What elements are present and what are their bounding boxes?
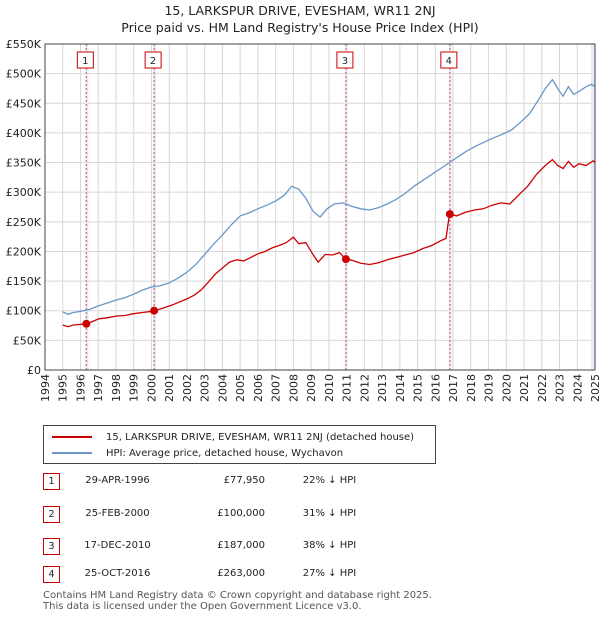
footer-copyright: Contains HM Land Registry data © Crown c…	[43, 590, 432, 601]
x-tick-label: 2005	[234, 374, 247, 402]
x-tick-label: 1997	[92, 374, 105, 402]
x-tick-label: 2010	[323, 374, 336, 402]
sale-price: £77,950	[223, 475, 265, 486]
price-chart: £0 £50K £100K £150K £200K £250K £300K £350K £400…	[6, 38, 600, 402]
plot-area	[45, 44, 595, 370]
chart-subtitle: Price paid vs. HM Land Registry's House …	[121, 20, 479, 35]
x-tick-label: 1996	[74, 374, 87, 402]
x-tick-label: 1994	[39, 374, 52, 402]
x-tick-label: 2015	[412, 374, 425, 402]
sale-band	[85, 44, 89, 370]
legend-blue-swatch	[52, 452, 92, 454]
sale-hpi-diff: 31% ↓ HPI	[302, 508, 357, 519]
x-tick-label: 2000	[145, 374, 158, 402]
sale-band	[448, 44, 452, 370]
sale-label-box	[76, 51, 94, 69]
x-tick-label: 2016	[429, 374, 442, 402]
sale-point	[445, 210, 454, 219]
x-tick-label: 2022	[536, 374, 549, 402]
y-tick-label: £250K	[6, 216, 42, 229]
x-tick-label: 2014	[394, 374, 407, 402]
sale-date: 25-FEB-2000	[85, 508, 150, 519]
y-tick-label: £500K	[6, 68, 42, 81]
sale-band	[344, 44, 348, 370]
sale-hpi-diff: 38% ↓ HPI	[302, 540, 357, 551]
table-row: 3 17-DEC-2010 £187,000 38% ↓ HPI	[0, 538, 600, 558]
x-tick-label: 2021	[518, 374, 531, 402]
sale-band	[153, 44, 157, 370]
sale-label-number: 4	[446, 56, 452, 67]
x-tick-label: 2019	[483, 374, 496, 402]
sale-number-badge: 1	[43, 473, 60, 490]
sale-number-badge: 2	[43, 506, 60, 523]
legend-item-hpi: HPI: Average price, detached house, Wych…	[52, 446, 343, 460]
y-tick-label: £100K	[6, 305, 42, 318]
sale-price: £187,000	[217, 540, 265, 551]
x-tick-label: 2024	[571, 374, 584, 402]
x-tick-label: 2011	[341, 374, 354, 402]
sale-label-number: 2	[150, 56, 156, 67]
sale-hpi-diff: 22% ↓ HPI	[302, 475, 357, 486]
legend-item-property: 15, LARKSPUR DRIVE, EVESHAM, WR11 2NJ (d…	[52, 430, 414, 444]
y-tick-label: £350K	[6, 157, 42, 170]
y-tick-label: £450K	[6, 97, 42, 110]
pre-data-region	[45, 44, 63, 370]
sale-number-badge: 3	[43, 538, 60, 555]
x-tick-label: 2012	[358, 374, 371, 402]
sale-label-number: 3	[342, 56, 348, 67]
sale-date: 17-DEC-2010	[84, 540, 151, 551]
plot-frame	[44, 43, 596, 371]
sale-point	[82, 319, 91, 328]
sale-point	[150, 306, 159, 315]
y-tick-label: £150K	[6, 275, 42, 288]
y-tick-label: £300K	[6, 186, 42, 199]
x-tick-label: 2025	[589, 374, 600, 402]
sale-label-box	[144, 51, 162, 69]
y-tick-label: £200K	[6, 245, 42, 258]
sale-price: £100,000	[217, 508, 265, 519]
y-tick-label: £550K	[6, 38, 42, 51]
y-tick-label: £50K	[13, 334, 42, 347]
footer-license: This data is licensed under the Open Gov…	[43, 601, 362, 612]
x-tick-label: 2023	[554, 374, 567, 402]
y-tick-label: £0	[27, 364, 41, 377]
table-row: 1 29-APR-1996 £77,950 22% ↓ HPI	[0, 473, 600, 493]
x-tick-label: 2017	[447, 374, 460, 402]
sale-date: 25-OCT-2016	[84, 568, 151, 579]
legend-red-swatch	[52, 436, 92, 438]
sale-label-number: 1	[82, 56, 88, 67]
legend-label-hpi: HPI: Average price, detached house, Wych…	[106, 447, 344, 459]
sale-hpi-diff: 27% ↓ HPI	[302, 568, 357, 579]
x-tick-label: 2007	[270, 374, 283, 402]
table-row: 2 25-FEB-2000 £100,000 31% ↓ HPI	[0, 506, 600, 526]
chart-title: 15, LARKSPUR DRIVE, EVESHAM, WR11 2NJ	[164, 3, 436, 18]
x-tick-label: 2002	[181, 374, 194, 402]
hpi-line	[62, 78, 596, 315]
x-tick-label: 1998	[110, 374, 123, 402]
x-tick-label: 2006	[252, 374, 265, 402]
table-row: 4 25-OCT-2016 £263,000 27% ↓ HPI	[0, 566, 600, 586]
sale-point	[341, 255, 350, 264]
future-band	[591, 44, 595, 370]
x-tick-label: 2009	[305, 374, 318, 402]
x-tick-label: 1999	[128, 374, 141, 402]
x-tick-label: 2008	[287, 374, 300, 402]
x-tick-label: 2004	[216, 374, 229, 402]
x-tick-label: 2020	[500, 374, 513, 402]
y-tick-label: £400K	[6, 127, 42, 140]
sale-date: 29-APR-1996	[85, 475, 150, 486]
sale-label-box	[440, 51, 458, 69]
x-tick-label: 2003	[199, 374, 212, 402]
legend: 15, LARKSPUR DRIVE, EVESHAM, WR11 2NJ (d…	[43, 425, 436, 464]
legend-label-property: 15, LARKSPUR DRIVE, EVESHAM, WR11 2NJ (d…	[106, 431, 415, 443]
sale-price: £263,000	[217, 568, 265, 579]
x-tick-label: 2018	[465, 374, 478, 402]
sale-label-box	[336, 51, 354, 69]
x-tick-label: 2001	[163, 374, 176, 402]
x-tick-label: 2013	[376, 374, 389, 402]
sale-number-badge: 4	[43, 566, 60, 583]
x-tick-label: 1995	[57, 374, 70, 402]
